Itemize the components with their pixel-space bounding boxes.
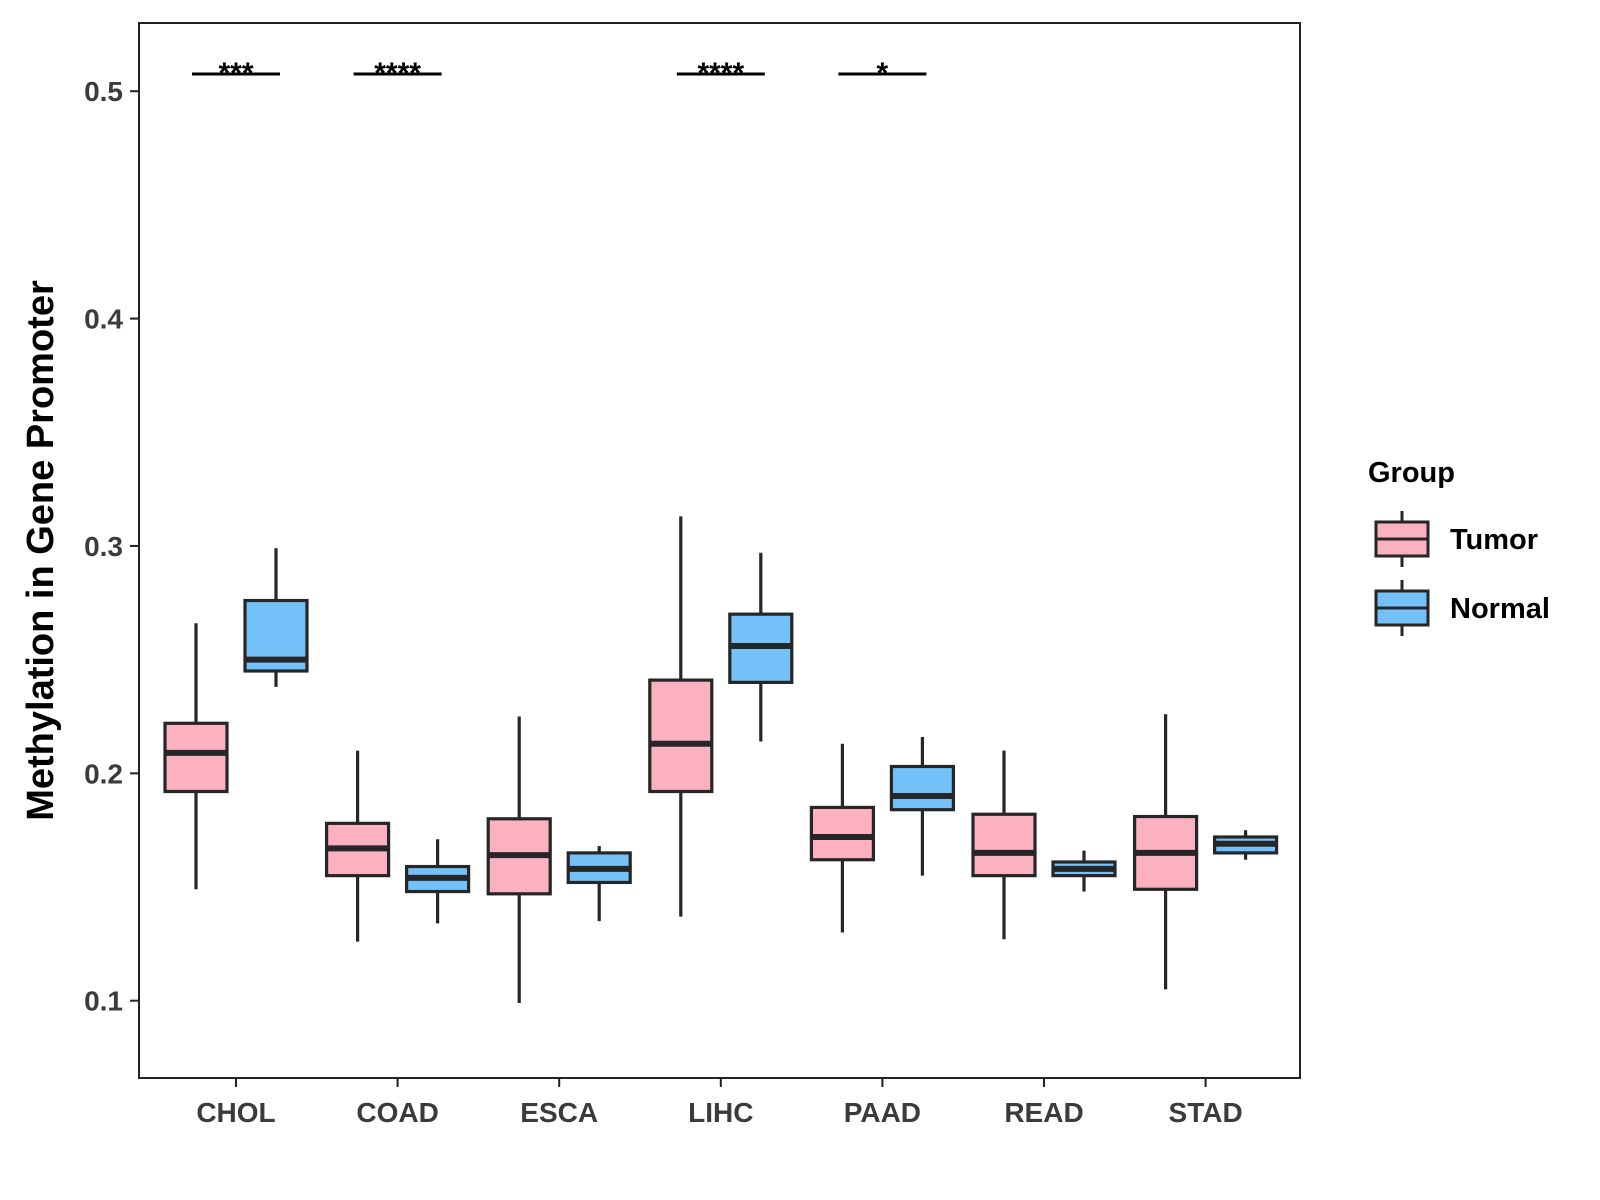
y-tick-label: 0.2 [84,758,123,789]
box-tumor-lihc [648,516,714,917]
y-axis-title: Methylation in Gene Promoter [20,280,62,821]
legend-item-normal: Normal [1374,580,1550,636]
box-tumor-coad [325,750,391,942]
legend-title: Group [1368,457,1455,489]
y-tick-label: 0.5 [84,76,123,107]
legend-label: Tumor [1450,524,1538,556]
y-tick-label: 0.3 [84,531,123,562]
box-normal-lihc [728,552,794,742]
x-tick-label-esca: ESCA [520,1097,598,1128]
box-normal-coad [405,839,471,924]
axes-layer: 0.1 0.2 0.3 0.4 0.5 CHOL COAD ESCA LIHC PAAD READ S… [20,22,1301,1128]
box-tumor-read [971,750,1037,940]
box-tumor-stad [1132,714,1199,990]
legend-item-tumor: Tumor [1374,511,1538,567]
box-iqr [971,812,1037,878]
significance-label-chol: *** [218,57,253,90]
legend: Group Tumor Normal [1368,457,1550,636]
y-tick-label: 0.4 [84,304,123,335]
box-iqr [163,721,229,794]
box-normal-chol [243,548,309,687]
plot-layer: *** **** **** * [163,57,1279,1003]
box-tumor-paad [809,743,876,933]
box-tumor-esca [486,716,552,1003]
x-tick-label-coad: COAD [356,1097,438,1128]
box-iqr [809,805,876,862]
significance-label-lihc: **** [697,57,744,90]
x-tick-label-paad: PAAD [844,1097,921,1128]
x-tick-label-stad: STAD [1169,1097,1243,1128]
box-iqr [648,678,714,794]
box-normal-read [1051,850,1117,892]
significance-label-coad: **** [374,57,421,90]
plot-panel-border [138,22,1301,1079]
box-normal-esca [566,846,632,922]
box-normal-stad [1212,830,1279,860]
x-tick-label-read: READ [1004,1097,1083,1128]
legend-label: Normal [1450,593,1550,625]
box-normal-paad [889,736,956,876]
box-tumor-chol [163,623,229,890]
box-iqr [889,764,956,812]
significance-label-paad: * [877,57,889,90]
y-tick-label: 0.1 [84,986,123,1017]
x-tick-label-lihc: LIHC [688,1097,753,1128]
x-tick-label-chol: CHOL [196,1097,275,1128]
